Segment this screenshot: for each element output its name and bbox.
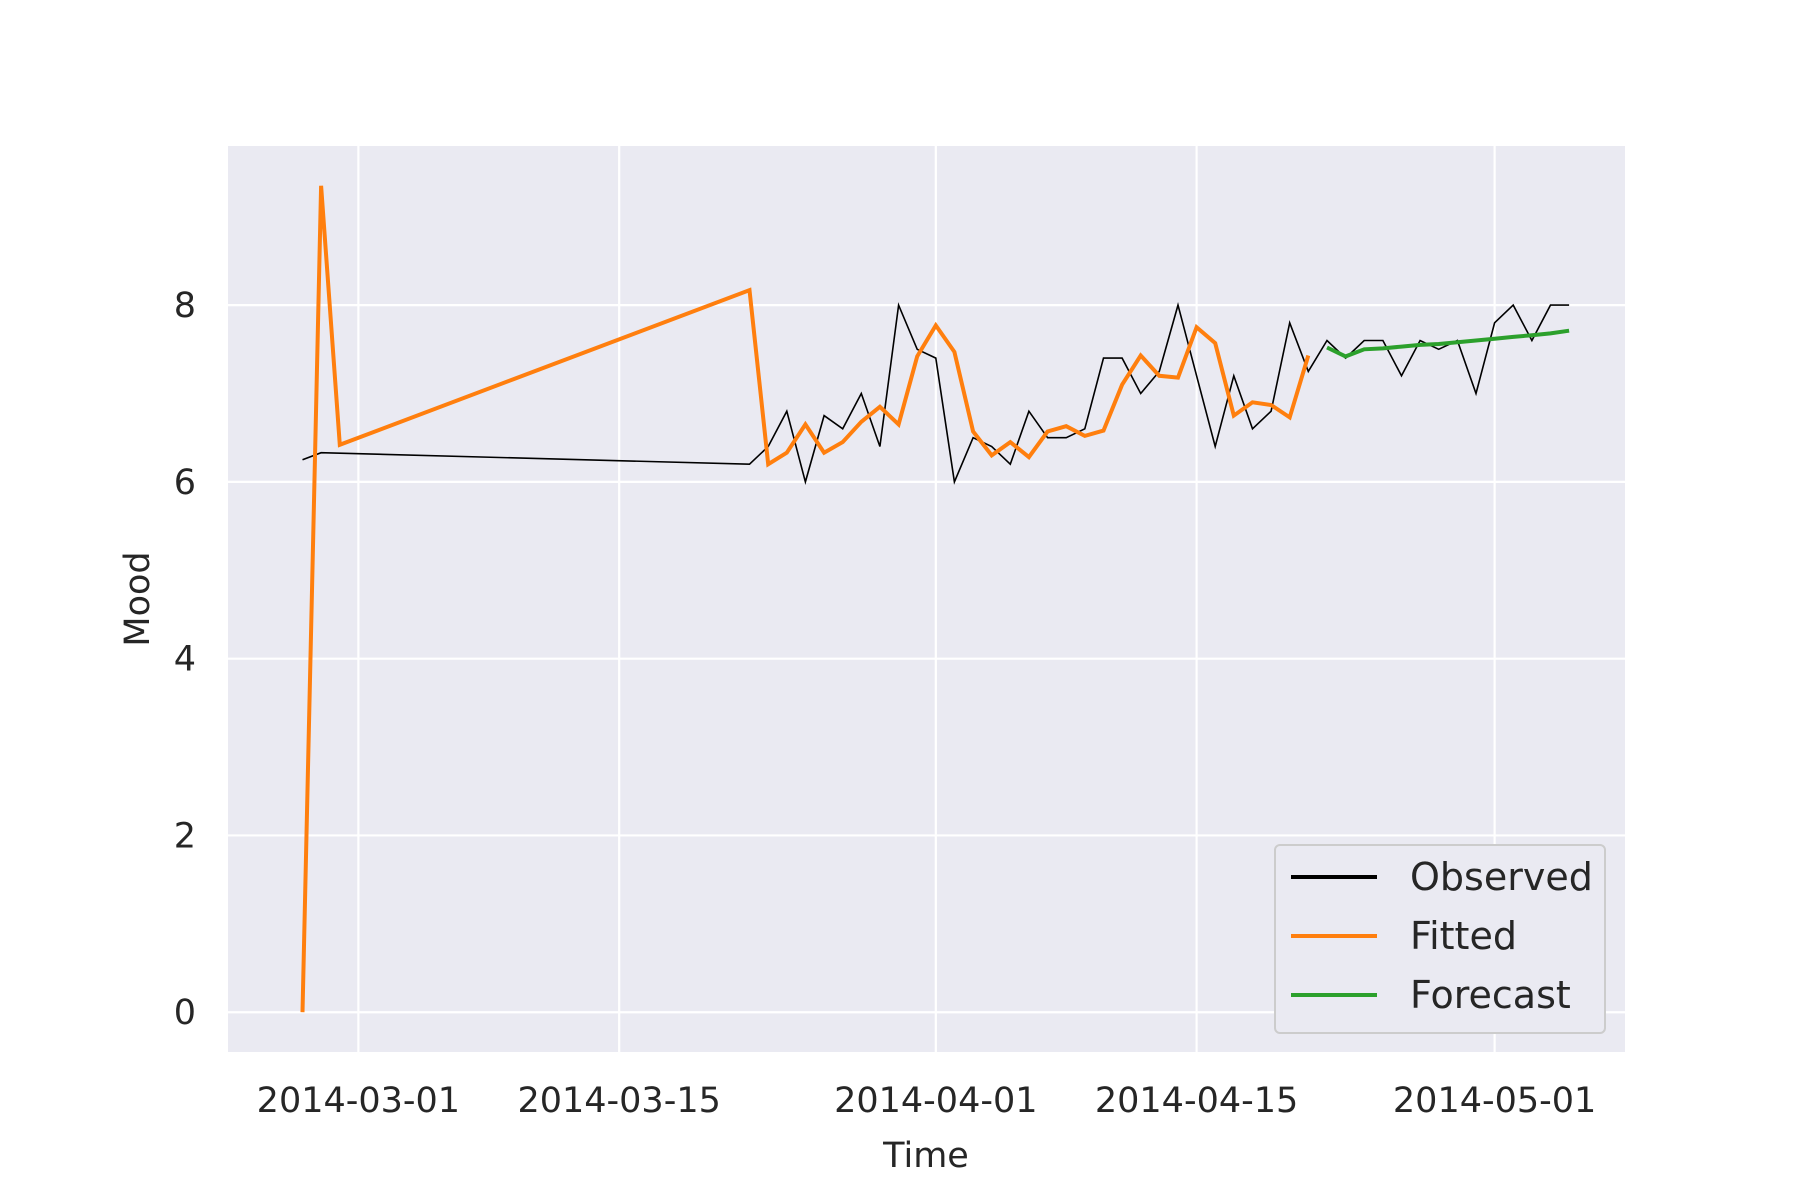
series-layer xyxy=(300,185,1570,1013)
x-tick-label: 2014-03-15 xyxy=(517,1081,720,1121)
x-tick-label: 2014-05-01 xyxy=(1393,1081,1596,1121)
legend: Observed Fitted Forecast xyxy=(1274,844,1606,1034)
x-tick-label: 2014-03-01 xyxy=(257,1081,460,1121)
y-axis-label: Mood xyxy=(118,551,158,646)
series-line-fitted xyxy=(300,185,1311,1013)
y-tick-label: 6 xyxy=(174,463,196,503)
y-tick-labels: 0 2 4 6 8 xyxy=(174,286,196,1033)
y-tick-label: 8 xyxy=(174,286,196,326)
legend-label-observed: Observed xyxy=(1410,855,1593,899)
y-tick-label: 4 xyxy=(174,640,196,680)
x-tick-label: 2014-04-15 xyxy=(1095,1081,1298,1121)
y-tick-label: 0 xyxy=(174,993,196,1033)
y-tick-label: 2 xyxy=(174,816,196,856)
legend-box xyxy=(1274,844,1606,1034)
x-tick-labels: 2014-03-01 2014-03-15 2014-04-01 2014-04-15… xyxy=(257,1081,1597,1121)
x-axis-label: Time xyxy=(882,1136,969,1176)
series-line-forecast xyxy=(1326,328,1570,359)
legend-label-fitted: Fitted xyxy=(1410,914,1517,958)
grid-lines xyxy=(228,146,1625,1052)
x-tick-label: 2014-04-01 xyxy=(834,1081,1037,1121)
legend-label-forecast: Forecast xyxy=(1410,973,1571,1017)
